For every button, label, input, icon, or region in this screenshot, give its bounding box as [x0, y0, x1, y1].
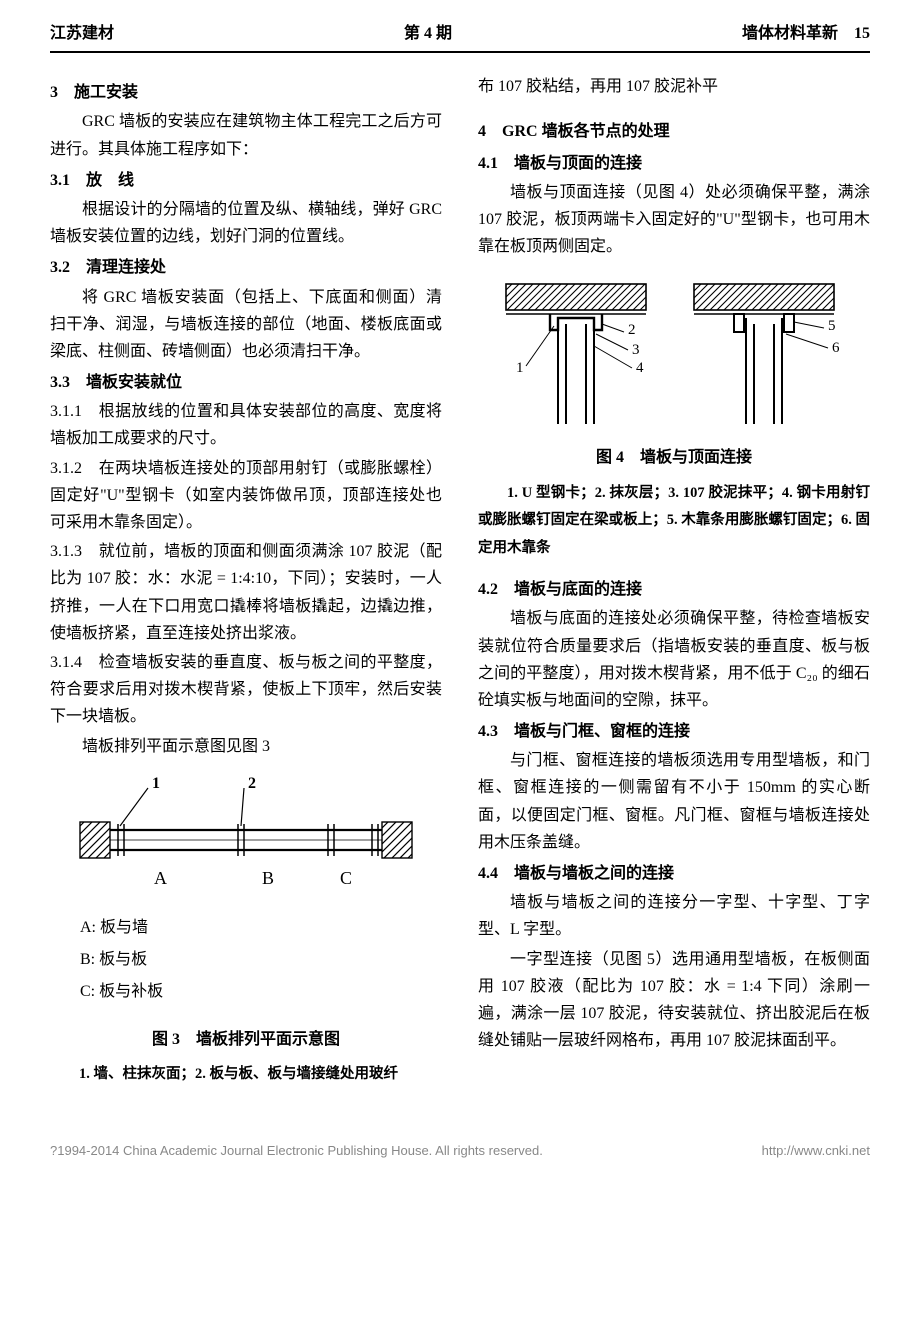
figure-4-caption: 图 4 墙板与顶面连接: [478, 444, 870, 471]
fig3-label-1: 1: [152, 775, 160, 792]
heading-43: 4.3 墙板与门框、窗框的连接: [478, 718, 870, 745]
fig4-l1: 1: [516, 360, 524, 376]
heading-32: 3.2 清理连接处: [50, 254, 442, 281]
para-32: 将 GRC 墙板安装面（包括上、下底面和侧面）清扫干净、润湿，与墙板连接的部位（…: [50, 284, 442, 366]
section-name: 墙体材料革新: [742, 25, 838, 42]
heading-42: 4.2 墙板与底面的连接: [478, 576, 870, 603]
figure-3-note: 1. 墙、柱抹灰面；2. 板与板、板与墙接缝处用玻纤: [50, 1061, 442, 1089]
continuation-line: 布 107 胶粘结，再用 107 胶泥补平: [478, 73, 870, 100]
heading-3: 3 施工安装: [50, 79, 442, 106]
num-4: 4: [478, 123, 486, 140]
figure-3-caption: 图 3 墙板排列平面示意图: [50, 1026, 442, 1053]
para-312: 3.1.2 在两块墙板连接处的顶部用射钉（或膨胀螺栓）固定好"U"型钢卡（如室内…: [50, 455, 442, 537]
para-43: 与门框、窗框连接的墙板须选用专用型墙板，和门框、窗框连接的一侧需留有不小于 15…: [478, 747, 870, 856]
figure-4-svg: 1 2 3 4: [494, 274, 854, 434]
num-32: 3.2: [50, 259, 70, 276]
para-3tail: 墙板排列平面示意图见图 3: [50, 733, 442, 760]
page-header: 江苏建材 第 4 期 墙体材料革新 15: [50, 20, 870, 53]
fig3-label-2: 2: [248, 775, 256, 792]
title-3: 施工安装: [74, 84, 138, 101]
legend-c: C: 板与补板: [80, 976, 442, 1008]
fig4-l6: 6: [832, 340, 840, 356]
title-4: GRC 墙板各节点的处理: [502, 123, 670, 140]
title-42: 墙板与底面的连接: [514, 581, 642, 598]
num-44: 4.4: [478, 865, 498, 882]
title-31: 放 线: [86, 172, 134, 189]
figure-3-legend: A: 板与墙 B: 板与板 C: 板与补板: [80, 912, 442, 1008]
para-313: 3.1.3 就位前，墙板的顶面和侧面须满涂 107 胶泥（配比为 107 胶：水…: [50, 538, 442, 647]
para-311: 3.1.1 根据放线的位置和具体安装部位的高度、宽度将墙板加工成要求的尺寸。: [50, 398, 442, 452]
num-41: 4.1: [478, 155, 498, 172]
fig4-l3: 3: [632, 342, 640, 358]
num-43: 4.3: [478, 723, 498, 740]
num-3: 3: [50, 84, 58, 101]
heading-44: 4.4 墙板与墙板之间的连接: [478, 860, 870, 887]
title-33: 墙板安装就位: [86, 374, 182, 391]
fig4-l4: 4: [636, 360, 644, 376]
title-32: 清理连接处: [86, 259, 166, 276]
fig3-label-c: C: [340, 868, 352, 888]
issue-number: 第 4 期: [404, 20, 452, 47]
figure-4-note: 1. U 型钢卡；2. 抹灰层；3. 107 胶泥抹平；4. 钢卡用射钉或膨胀螺…: [478, 480, 870, 563]
heading-33: 3.3 墙板安装就位: [50, 369, 442, 396]
page-footer: ?1994-2014 China Academic Journal Electr…: [50, 1140, 870, 1162]
num-42: 4.2: [478, 581, 498, 598]
copyright-text: ?1994-2014 China Academic Journal Electr…: [50, 1140, 543, 1162]
para-3: GRC 墙板的安装应在建筑物主体工程完工之后方可进行。其具体施工程序如下：: [50, 108, 442, 162]
legend-a: A: 板与墙: [80, 912, 442, 944]
fig3-label-b: B: [262, 868, 274, 888]
para-31: 根据设计的分隔墙的位置及纵、横轴线，弹好 GRC 墙板安装位置的边线，划好门洞的…: [50, 196, 442, 250]
right-column: 布 107 胶粘结，再用 107 胶泥补平 4 GRC 墙板各节点的处理 4.1…: [478, 73, 870, 1090]
journal-name: 江苏建材: [50, 20, 114, 47]
num-31: 3.1: [50, 172, 70, 189]
figure-4: 1 2 3 4: [478, 274, 870, 434]
figure-3: 1 2 A B C: [50, 774, 442, 894]
num-33: 3.3: [50, 374, 70, 391]
left-column: 3 施工安装 GRC 墙板的安装应在建筑物主体工程完工之后方可进行。其具体施工程…: [50, 73, 442, 1090]
title-43: 墙板与门框、窗框的连接: [514, 723, 690, 740]
heading-41: 4.1 墙板与顶面的连接: [478, 150, 870, 177]
fig3-label-a: A: [154, 868, 167, 888]
para-44b: 一字型连接（见图 5）选用通用型墙板，在板侧面用 107 胶液（配比为 107 …: [478, 946, 870, 1055]
fig4-l2: 2: [628, 322, 636, 338]
heading-31: 3.1 放 线: [50, 167, 442, 194]
page-number: 15: [854, 25, 870, 42]
para-42: 墙板与底面的连接处必须确保平整，待检查墙板安装就位符合质量要求后（指墙板安装的垂…: [478, 605, 870, 714]
fig4-l5: 5: [828, 318, 836, 334]
title-41: 墙板与顶面的连接: [514, 155, 642, 172]
para-314: 3.1.4 检查墙板安装的垂直度、板与板之间的平整度，符合要求后用对拨木楔背紧，…: [50, 649, 442, 731]
figure-3-svg: 1 2 A B C: [76, 774, 416, 894]
legend-b: B: 板与板: [80, 944, 442, 976]
footer-url: http://www.cnki.net: [762, 1140, 870, 1162]
section-title: 墙体材料革新 15: [742, 20, 870, 47]
text-columns: 3 施工安装 GRC 墙板的安装应在建筑物主体工程完工之后方可进行。其具体施工程…: [50, 73, 870, 1090]
heading-4: 4 GRC 墙板各节点的处理: [478, 118, 870, 145]
para-41: 墙板与顶面连接（见图 4）处必须确保平整，满涂 107 胶泥，板顶两端卡入固定好…: [478, 179, 870, 261]
title-44: 墙板与墙板之间的连接: [514, 865, 674, 882]
para-44a: 墙板与墙板之间的连接分一字型、十字型、丁字型、L 字型。: [478, 889, 870, 943]
